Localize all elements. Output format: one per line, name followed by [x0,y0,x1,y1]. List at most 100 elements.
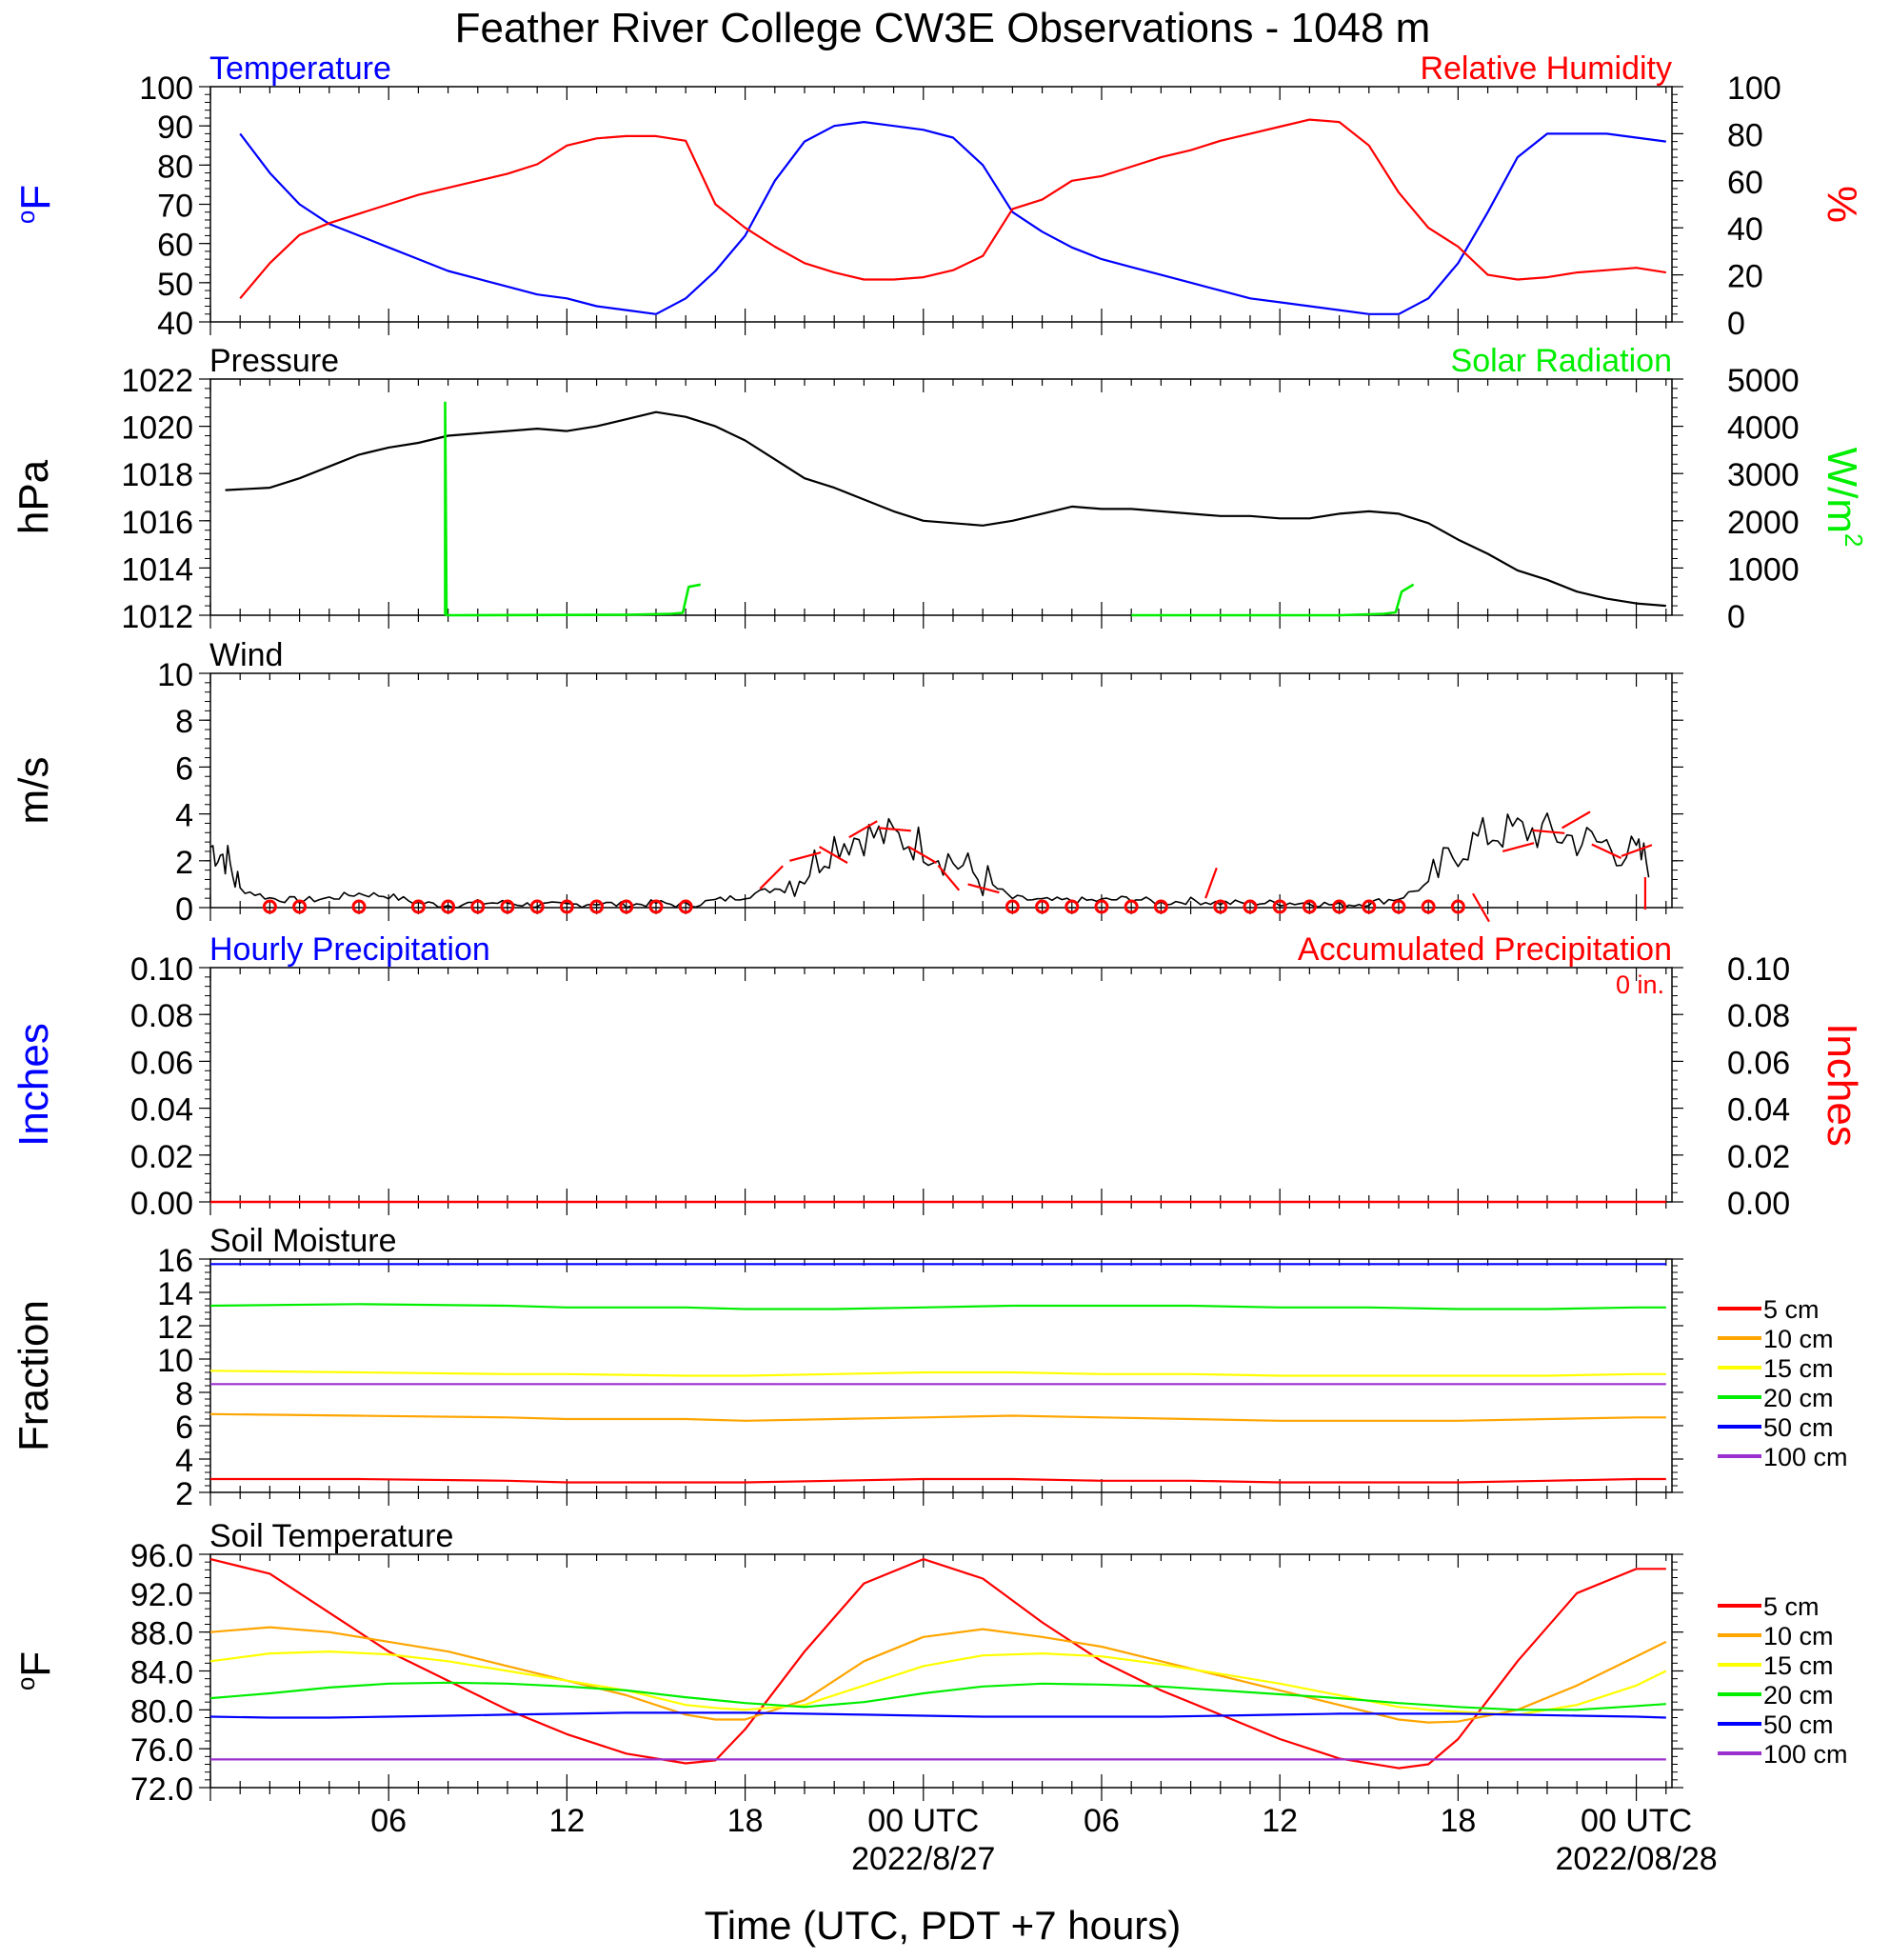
y-tick-label: 4 [175,1443,193,1479]
panel-title-right: Relative Humidity [1420,50,1672,87]
y-tick-label: 76.0 [130,1732,193,1769]
legend-label: 10 cm [1763,1325,1834,1353]
y-tick-label: 0.06 [130,1045,193,1081]
y-tick-label: 90 [157,110,193,146]
x-tick-label: 00 UTC [867,1803,979,1839]
y-tick-label: 0 [175,891,193,928]
calm-wind-circle [619,899,634,914]
legend-label: 100 cm [1763,1443,1848,1471]
y-tick-label: 10 [157,657,193,693]
y-tick-label: 1020 [121,410,193,447]
x-date-label: 2022/8/27 [851,1841,995,1877]
y-tick-label: 92.0 [130,1577,193,1613]
temperature-line [239,121,1666,315]
panel-title-left: Temperature [209,50,391,87]
y-axis-label-left: oF [11,185,59,224]
y-tick-label: 96.0 [130,1538,193,1574]
calm-wind-circle [1362,899,1377,914]
calm-wind-circle [441,899,456,914]
series-5cm [210,1477,1666,1484]
series-10cm [209,1412,1666,1422]
panel-title-left: Hourly Precipitation [209,931,490,968]
y-right-tick-label: 0.08 [1727,998,1790,1034]
y-tick-label: 12 [157,1310,193,1346]
calm-wind-circle [1272,899,1287,914]
series-15cm [209,1650,1667,1716]
legend-label: 100 cm [1763,1740,1848,1769]
panel-title-right: Solar Radiation [1451,343,1672,379]
y-axis-label-right: Inches [1819,1023,1865,1147]
panel-wind: 0 2 4 6 8 10 Wind m/s [10,637,1683,928]
chart-title: Feather River College CW3E Observations … [455,5,1431,51]
calm-wind-circle [470,899,486,914]
y-axis-label-right: % [1819,186,1865,223]
y-tick-label: 6 [175,1410,193,1446]
calm-wind-circle [292,899,308,914]
y-tick-label: 50 [157,267,193,303]
panel-soil_temperature: 72.076.080.084.088.092.096.0 Soil Tempera… [11,1518,1848,1877]
legend-label: 5 cm [1763,1295,1820,1324]
y-tick-label: 1014 [121,551,193,588]
y-right-tick-label: 20 [1727,259,1763,295]
humidity-line [239,118,1666,300]
y-right-tick-label: 0.06 [1727,1045,1790,1081]
y-tick-label: 2 [175,845,193,881]
calm-wind-circle [589,899,605,914]
calm-wind-circle [1124,899,1139,914]
y-right-tick-label: 5000 [1727,363,1800,399]
panel-precip: 0.00 0.02 0.04 0.06 0.08 0.10 0.00 0.02 0.04 0.06… [10,931,1865,1222]
wind-barb [967,883,1000,894]
y-tick-label: 40 [157,306,193,342]
y-axis-label-left: Inches [10,1023,57,1147]
series-50cm [209,1711,1666,1719]
calm-wind-circle [1302,899,1317,914]
y-tick-label: 60 [157,228,193,264]
y-right-tick-label: 0 [1727,599,1745,635]
wind-barb [1532,829,1565,834]
x-tick-label: 18 [1440,1803,1476,1839]
wind-barb [1562,810,1591,830]
y-right-tick-label: 1000 [1727,551,1800,588]
x-date-label: 2022/08/28 [1555,1841,1717,1877]
legend-label: 20 cm [1763,1384,1834,1412]
x-tick-label: 12 [548,1803,585,1839]
y-tick-label: 14 [157,1276,193,1312]
wind-barb [878,827,911,832]
y-tick-label: 0.08 [130,998,193,1034]
x-tick-label: 06 [1084,1803,1120,1839]
unit-letter: F [12,1651,59,1677]
calm-wind-circle [1213,899,1228,914]
y-tick-label: 2 [175,1476,193,1512]
plot-frame [209,86,1673,323]
y-tick-label: 0.04 [130,1092,193,1129]
calm-wind-circle [1094,899,1109,914]
y-right-tick-label: 0 [1727,306,1745,342]
x-tick-label: 00 UTC [1581,1803,1692,1839]
wind-barb [1204,867,1218,899]
plot-frame [209,672,1673,909]
calm-wind-circle [1005,899,1020,914]
panel-title-left: Wind [209,637,283,673]
calm-wind-circle [529,899,545,914]
degree-sign: o [11,1677,40,1690]
legend-label: 5 cm [1763,1592,1820,1621]
y-tick-label: 0.00 [130,1186,193,1222]
y-right-tick-label: 40 [1727,211,1763,248]
legend-label: 15 cm [1763,1651,1834,1680]
plot-frame [209,1258,1673,1493]
plot-frame [209,378,1673,616]
y-tick-label: 10 [157,1343,193,1379]
y-tick-label: 84.0 [130,1655,193,1691]
y-axis-label-left: m/s [10,757,57,825]
y-tick-label: 16 [157,1243,193,1279]
legend-label: 50 cm [1763,1710,1834,1739]
y-tick-label: 0.10 [130,951,193,988]
y-axis-label-left: hPa [10,459,57,534]
wind-barb [937,865,961,891]
y-tick-label: 70 [157,189,193,225]
series-10cm [209,1626,1667,1724]
y-right-tick-label: 60 [1727,165,1763,201]
